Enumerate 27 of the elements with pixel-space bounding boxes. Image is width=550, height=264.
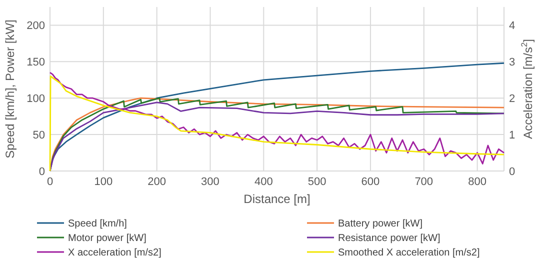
legend-label: Battery power [kW] bbox=[338, 218, 423, 230]
legend-label: Smoothed X acceleration [m/s2] bbox=[338, 248, 480, 258]
y-tick-label: 0 bbox=[38, 166, 45, 178]
legend-label: Resistance power [kW] bbox=[338, 233, 440, 244]
x-tick-label: 700 bbox=[414, 176, 434, 188]
x-tick-label: 600 bbox=[361, 176, 380, 188]
y-tick-label: 200 bbox=[26, 20, 45, 32]
x-tick-label: 500 bbox=[308, 176, 326, 188]
legend-label: Motor power [kW] bbox=[68, 233, 147, 244]
y2-tick-label: 0 bbox=[509, 166, 516, 178]
x-tick-label: 0 bbox=[46, 176, 54, 188]
y2-tick-label: 1 bbox=[509, 130, 516, 142]
y2-tick-label: 4 bbox=[509, 20, 516, 32]
y-tick-label: 50 bbox=[32, 130, 45, 142]
y2-tick-label: 3 bbox=[509, 56, 516, 69]
x-tick-label: 800 bbox=[468, 176, 486, 188]
x-axis-title: Distance [m] bbox=[244, 192, 310, 206]
legend-label: Speed [km/h] bbox=[68, 218, 128, 230]
x-tick-label: 300 bbox=[201, 176, 220, 188]
x-tick-label: 400 bbox=[254, 176, 273, 188]
y2-tick-label: 2 bbox=[509, 93, 516, 106]
y-axis-title: Speed [km/h], Power [kW] bbox=[3, 20, 17, 158]
x-tick-label: 100 bbox=[94, 176, 113, 188]
x-tick-label: 200 bbox=[148, 176, 166, 188]
legend-label: X acceleration [m/s2] bbox=[68, 248, 162, 258]
y-tick-label: 150 bbox=[26, 56, 45, 69]
y-tick-label: 100 bbox=[26, 93, 45, 106]
